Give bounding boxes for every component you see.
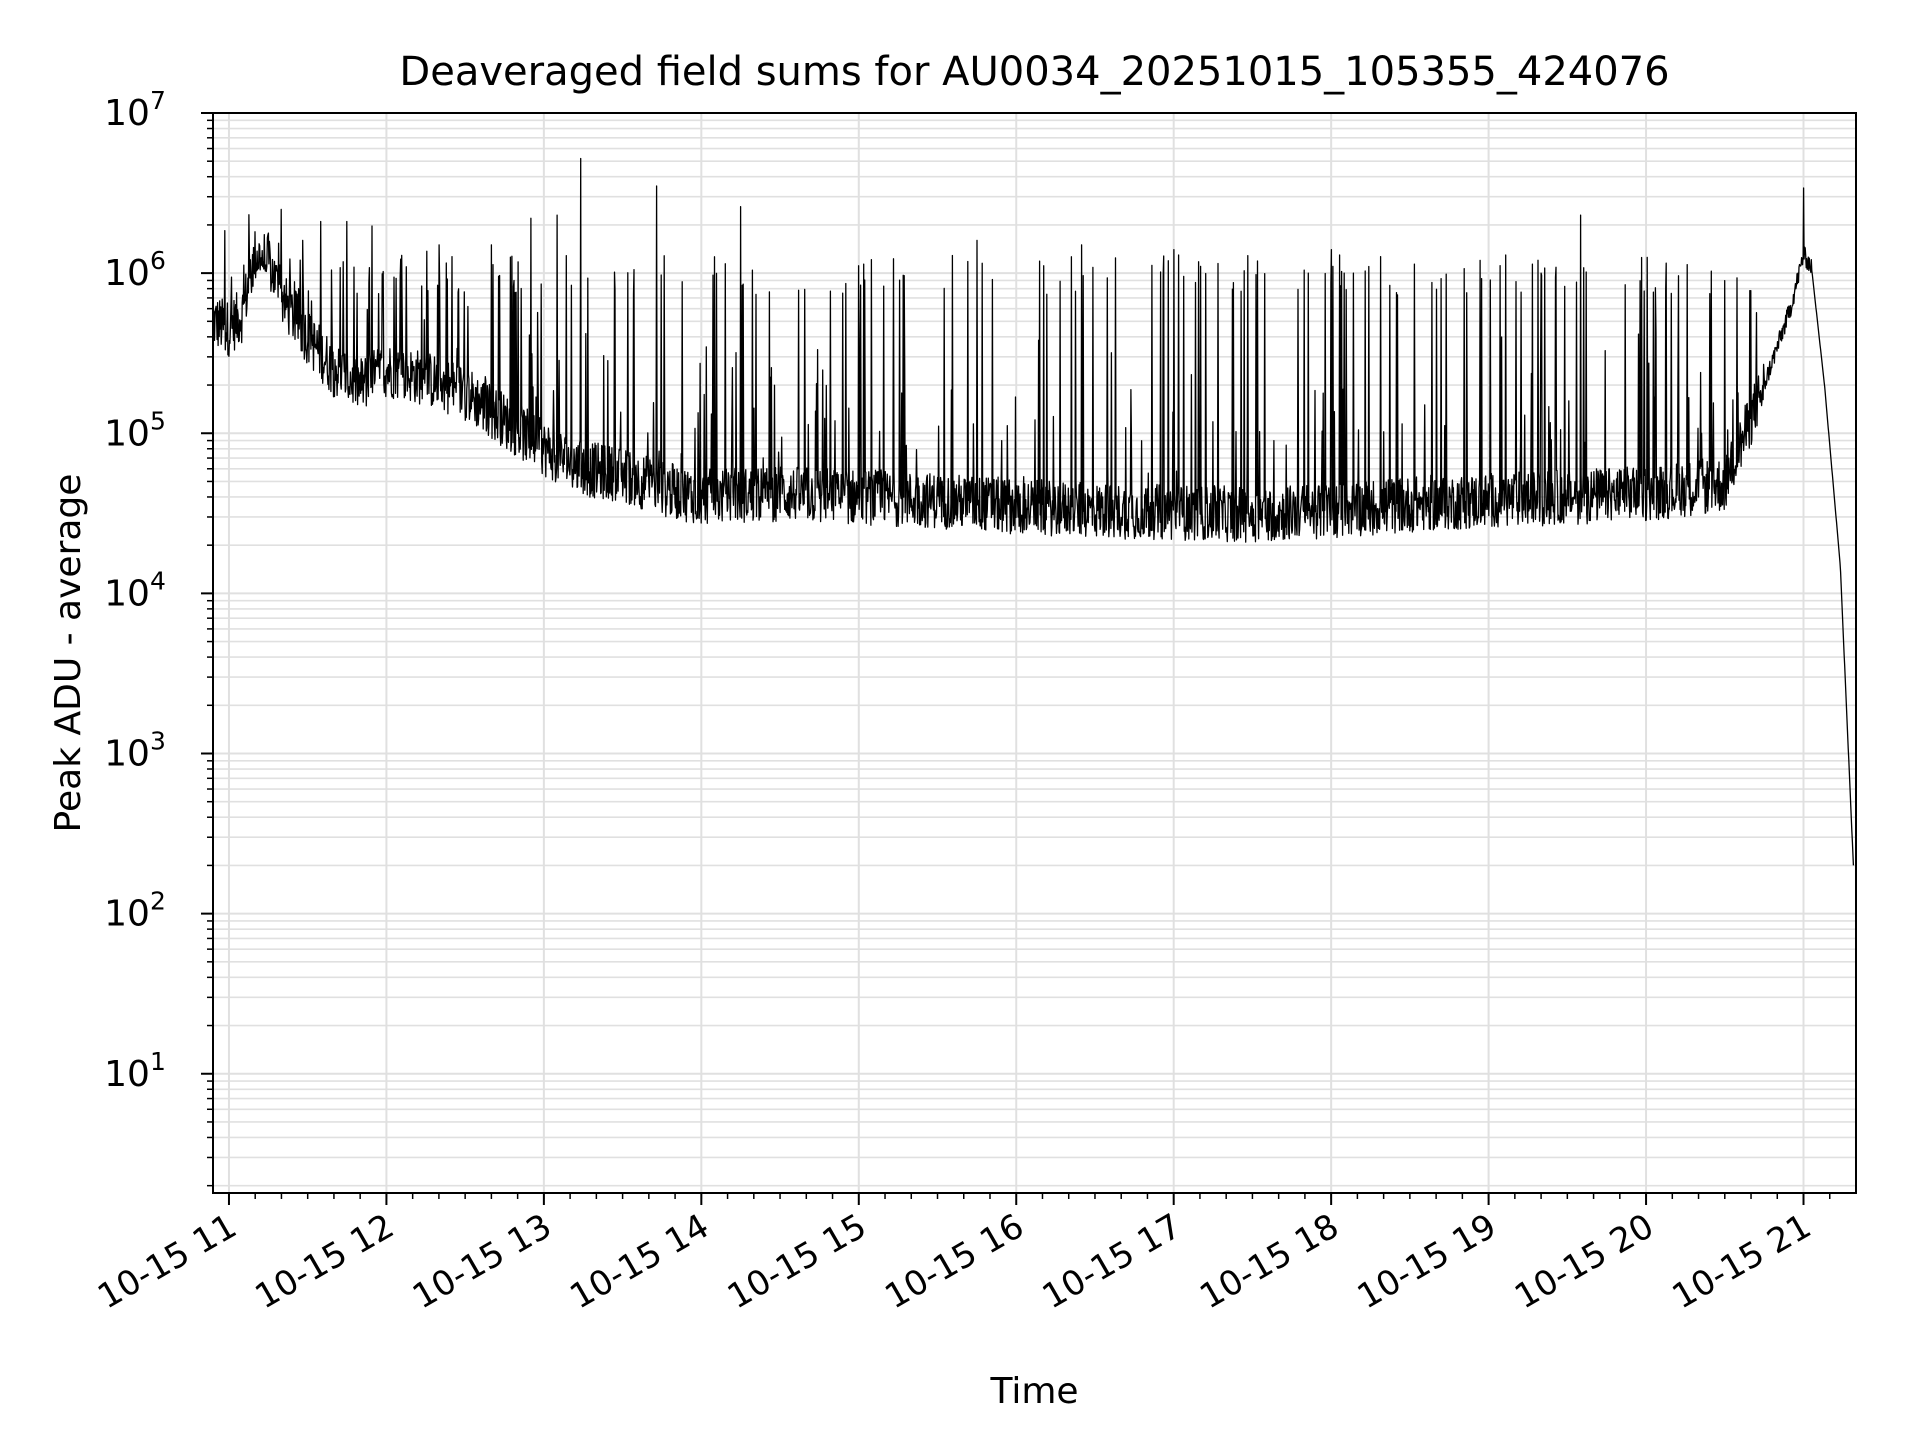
y-tick-label: 101 (104, 1047, 166, 1095)
series-line-group (212, 157, 1855, 866)
y-axis-label: Peak ADU - average (48, 474, 89, 833)
plot-frame (212, 112, 1857, 1194)
series-line (212, 157, 1855, 866)
y-tick-label: 102 (104, 887, 166, 935)
x-axis-label: Time (989, 1371, 1078, 1412)
y-tick-label: 107 (104, 86, 166, 134)
y-tick-label: 105 (104, 406, 166, 454)
chart-title: Deaveraged field sums for AU0034_2025101… (399, 49, 1669, 95)
y-tick-label: 103 (104, 727, 166, 775)
grid-lines (213, 112, 1856, 1193)
y-tick-label: 106 (104, 246, 166, 294)
y-tick-label: 104 (104, 566, 166, 614)
